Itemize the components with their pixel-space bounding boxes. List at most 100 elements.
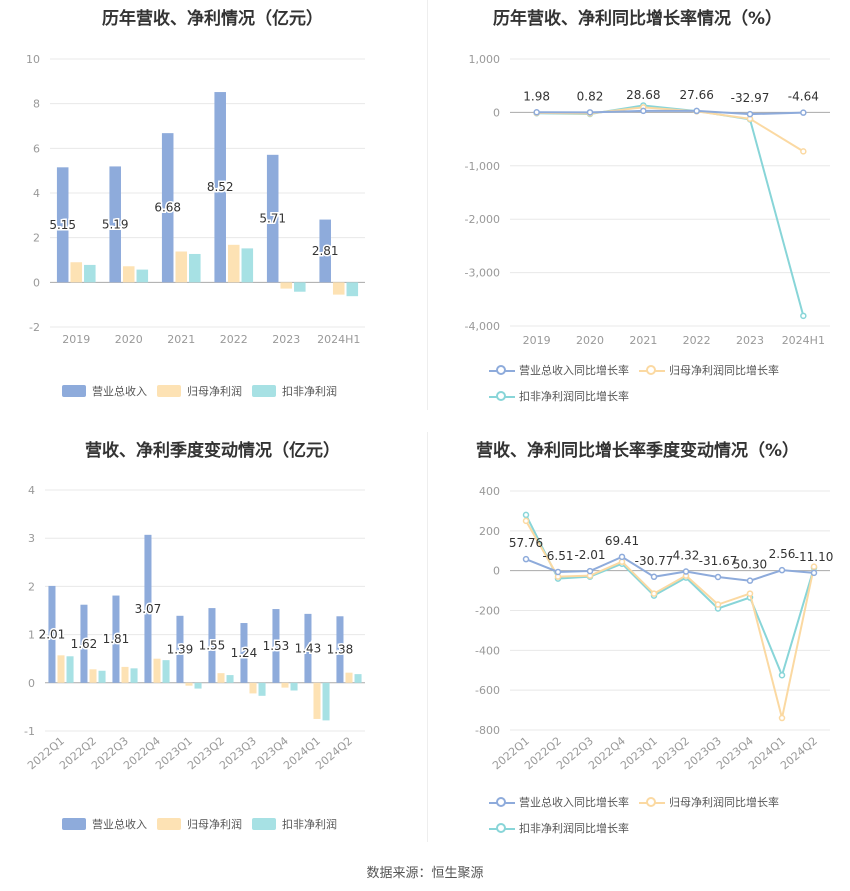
y-tick-label: -2	[29, 321, 40, 334]
legend-item[interactable]: 扣非净利润	[252, 816, 337, 832]
data-point	[714, 601, 722, 608]
bar	[70, 262, 83, 283]
annual-growth-chart: 历年营收、净利同比增长率情况（%） -4,000 -3,000 -2,000 -1,0…	[425, 0, 850, 410]
data-point	[714, 573, 722, 581]
legend-item[interactable]: 归母净利润	[157, 383, 242, 399]
data-point	[778, 566, 786, 574]
data-label: 3.07	[135, 602, 162, 616]
y-tick-label: -4,000	[465, 320, 500, 333]
legend-swatch	[489, 390, 515, 404]
bar	[189, 253, 201, 283]
data-point	[533, 109, 540, 116]
panel-divider	[427, 432, 428, 842]
bar	[136, 269, 149, 283]
legend-swatch	[62, 385, 86, 397]
x-tick-label: 2024H1	[782, 334, 825, 347]
data-label: 1.39	[167, 642, 194, 656]
bar	[217, 673, 225, 683]
chart-svg: -2 0 2 4 6 8 10 2019 2020 2021 2022 2023 2024H1 5.15 5…	[26, 53, 365, 346]
data-point	[800, 109, 807, 116]
y-tick-label: 0	[493, 565, 500, 578]
data-label: 2.01	[39, 627, 66, 641]
legend-label: 归母净利润	[187, 818, 242, 831]
legend-swatch	[157, 385, 181, 397]
legend-item[interactable]: 扣非净利润同比增长率	[489, 386, 629, 408]
bar	[56, 167, 69, 283]
quarterly-growth-chart: 营收、净利同比增长率季度变动情况（%） -800 -600 -400 -200 0 200…	[425, 430, 850, 850]
bar	[66, 656, 74, 683]
legend-swatch	[489, 822, 515, 836]
chart-svg: -800-600-400-20002004002022Q12022Q22022Q…	[475, 485, 834, 772]
bar	[214, 92, 226, 283]
x-tick-label: 2020	[115, 333, 143, 346]
y-tick-label: -200	[475, 605, 500, 618]
bar	[332, 282, 345, 295]
legend-label: 营业总收入同比增长率	[519, 364, 629, 377]
bar	[280, 282, 293, 289]
data-label: 57.76	[509, 536, 543, 550]
y-tick-label: 2	[33, 232, 40, 245]
series-line	[525, 555, 815, 582]
bar	[322, 682, 330, 721]
y-tick-label: 3	[28, 532, 35, 545]
data-point	[746, 590, 754, 597]
x-tick-label: 2023	[272, 333, 300, 346]
y-tick-label: 10	[26, 53, 40, 66]
chart-legend: 营业总收入同比增长率 归母净利润同比增长率扣非净利润同比增长率	[489, 360, 819, 412]
legend-item[interactable]: 营业总收入	[62, 816, 147, 832]
legend-label: 营业总收入	[92, 818, 147, 831]
legend-label: 归母净利润	[187, 385, 242, 398]
legend-item[interactable]: 营业总收入同比增长率	[489, 360, 629, 382]
bar	[122, 266, 135, 283]
x-tick-label: 2021	[629, 334, 657, 347]
data-label: -30.77	[635, 554, 674, 568]
series-line	[536, 106, 804, 153]
bar	[208, 608, 216, 683]
chart-legend: 营业总收入同比增长率 归母净利润同比增长率 扣非净利润同比增长率	[489, 792, 819, 844]
data-point	[778, 714, 786, 722]
legend-item[interactable]: 扣非净利润	[252, 383, 337, 399]
legend-item[interactable]: 归母净利润同比增长率	[639, 360, 779, 382]
bar	[194, 682, 202, 689]
data-point	[746, 110, 754, 118]
legend-item[interactable]: 营业总收入	[62, 383, 147, 399]
y-tick-label: 4	[33, 187, 40, 200]
bar	[161, 133, 174, 283]
legend-item[interactable]: 扣非净利润同比增长率	[489, 818, 629, 840]
bar	[153, 658, 161, 683]
y-tick-label: -1,000	[465, 160, 500, 173]
data-point	[522, 517, 530, 525]
data-point	[810, 569, 818, 577]
data-point	[650, 573, 658, 581]
chart-title: 营收、净利同比增长率季度变动情况（%）	[475, 441, 800, 461]
bar	[249, 682, 257, 694]
data-label: 1.43	[295, 641, 322, 655]
bar	[57, 655, 65, 683]
y-tick-label: 0	[33, 276, 40, 289]
bar	[162, 660, 170, 683]
data-point	[746, 577, 754, 584]
data-point	[693, 107, 700, 115]
data-point	[522, 555, 530, 563]
data-label: -11.10	[795, 550, 834, 564]
data-label: -31.67	[699, 554, 738, 568]
bar	[281, 682, 289, 688]
bar	[227, 244, 240, 283]
data-point	[682, 568, 690, 575]
bar	[175, 251, 188, 283]
legend-item[interactable]: 归母净利润同比增长率	[639, 792, 779, 814]
data-point	[554, 568, 562, 576]
bar	[240, 623, 248, 683]
legend-label: 归母净利润同比增长率	[669, 364, 779, 377]
legend-swatch	[157, 818, 181, 830]
data-label: 1.55	[199, 638, 226, 652]
data-label: 28.68	[626, 88, 660, 102]
data-label: 1.24	[231, 646, 258, 660]
legend-item[interactable]: 归母净利润	[157, 816, 242, 832]
bar	[313, 682, 321, 719]
data-label: 0.82	[577, 89, 604, 103]
legend-item[interactable]: 营业总收入同比增长率	[489, 792, 629, 814]
y-tick-label: -2,000	[465, 213, 500, 226]
x-tick-label: 2019	[62, 333, 90, 346]
y-tick-label: -3,000	[465, 267, 500, 280]
